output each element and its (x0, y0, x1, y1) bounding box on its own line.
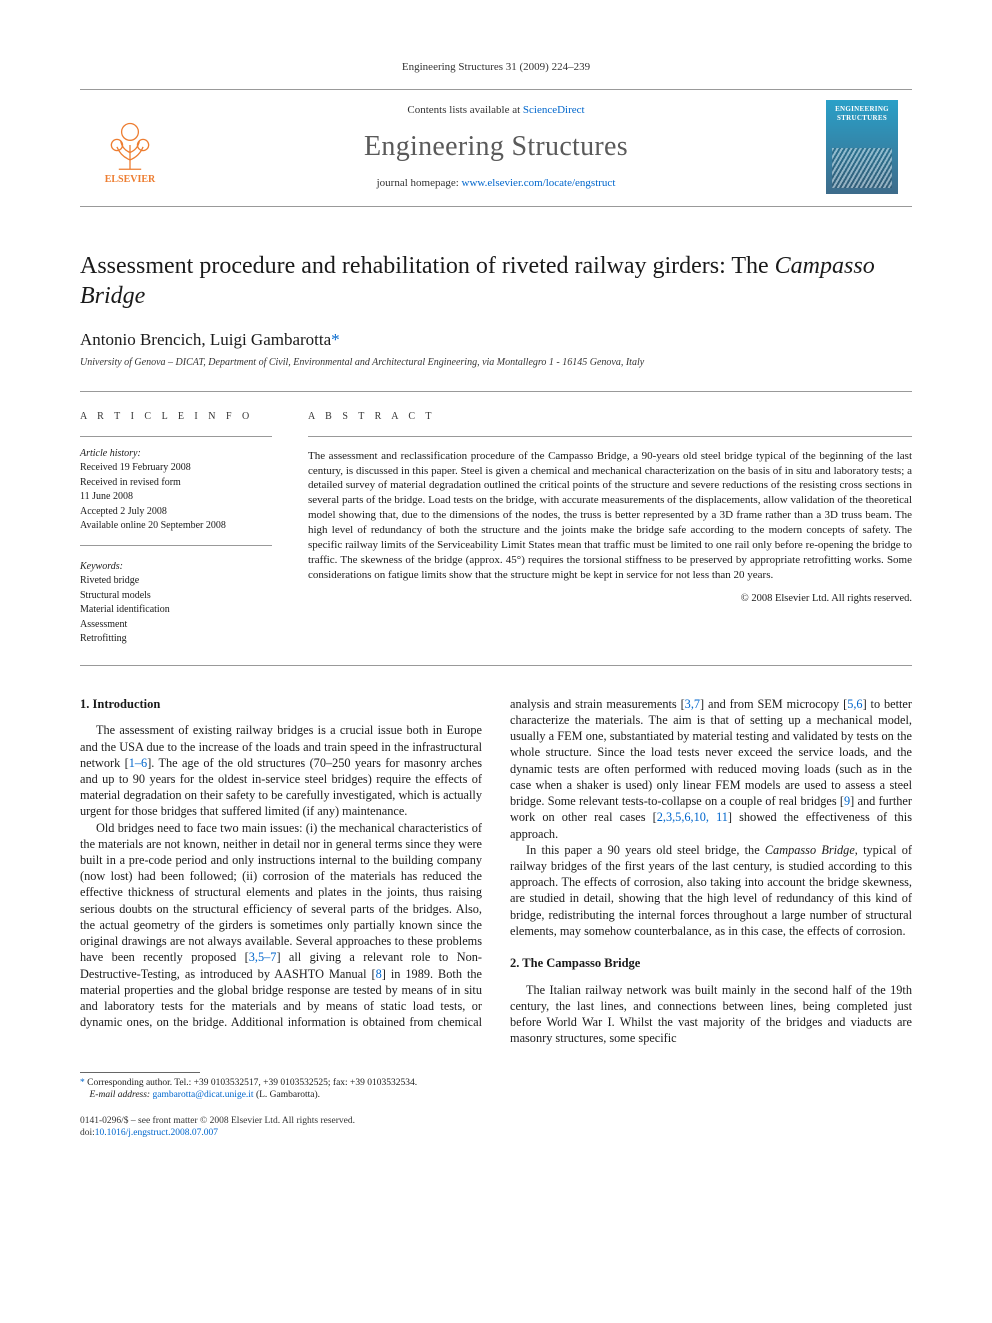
body-text-italic: Campasso Bridge (765, 843, 855, 857)
article-info-heading: A R T I C L E I N F O (80, 410, 272, 424)
footnote-text: Corresponding author. Tel.: +39 01035325… (85, 1078, 417, 1088)
footnotes: * Corresponding author. Tel.: +39 010353… (80, 1072, 912, 1102)
abstract-text: The assessment and reclassification proc… (308, 449, 912, 583)
abstract-heading: A B S T R A C T (308, 410, 912, 424)
body-paragraph: The assessment of existing railway bridg… (80, 722, 482, 819)
article-info-left: A R T I C L E I N F O Article history: R… (80, 410, 272, 647)
abstract-copyright: © 2008 Elsevier Ltd. All rights reserved… (308, 592, 912, 606)
masthead: ELSEVIER Contents lists available at Sci… (80, 89, 912, 207)
article-history-list: Received 19 February 2008 Received in re… (80, 461, 272, 533)
body-paragraph: The Italian railway network was built ma… (510, 982, 912, 1047)
homepage-prefix: journal homepage: (377, 177, 462, 189)
footnote-corresponding: * Corresponding author. Tel.: +39 010353… (80, 1078, 912, 1090)
keyword-item: Structural models (80, 589, 272, 603)
author-sep: , (201, 330, 210, 349)
corresponding-mark-link[interactable]: * (331, 330, 340, 349)
doi-link[interactable]: 10.1016/j.engstruct.2008.07.007 (95, 1128, 218, 1138)
page-footer: 0141-0296/$ – see front matter © 2008 El… (80, 1116, 912, 1140)
body-columns: 1. Introduction The assessment of existi… (80, 696, 912, 1047)
citation-link[interactable]: 3,5–7 (249, 950, 277, 964)
article-info-row: A R T I C L E I N F O Article history: R… (80, 391, 912, 666)
body-paragraph: In this paper a 90 years old steel bridg… (510, 842, 912, 939)
author-list: Antonio Brencich, Luigi Gambarotta* (80, 329, 912, 352)
cover-title: ENGINEERING STRUCTURES (829, 105, 895, 124)
elsevier-tree-icon (102, 117, 158, 173)
body-text: ] and from SEM microcopy [ (700, 697, 847, 711)
sciencedirect-link[interactable]: ScienceDirect (523, 104, 585, 116)
keywords-label: Keywords: (80, 560, 272, 574)
journal-homepage-link[interactable]: www.elsevier.com/locate/engstruct (462, 177, 616, 189)
abstract-block: A B S T R A C T The assessment and recla… (308, 410, 912, 647)
citation-link[interactable]: 1–6 (129, 756, 147, 770)
keywords-list: Riveted bridge Structural models Materia… (80, 574, 272, 646)
info-rule (80, 436, 272, 437)
contents-list-line: Contents lists available at ScienceDirec… (184, 103, 808, 118)
footer-doi: doi:10.1016/j.engstruct.2008.07.007 (80, 1128, 912, 1140)
footnote-email: E-mail address: gambarotta@dicat.unige.i… (80, 1090, 912, 1102)
journal-homepage-line: journal homepage: www.elsevier.com/locat… (184, 176, 808, 191)
history-item: Received in revised form (80, 476, 272, 490)
journal-reference: Engineering Structures 31 (2009) 224–239 (80, 60, 912, 75)
body-text: In this paper a 90 years old steel bridg… (526, 843, 765, 857)
author-1: Antonio Brencich (80, 330, 201, 349)
body-text: The Italian railway network was built ma… (510, 983, 912, 1046)
article-history-label: Article history: (80, 447, 272, 461)
keyword-item: Retrofitting (80, 632, 272, 646)
publisher-name: ELSEVIER (105, 173, 156, 187)
section-heading-2: 2. The Campasso Bridge (510, 955, 912, 972)
body-text: , typical of railway bridges of the firs… (510, 843, 912, 938)
section-heading-1: 1. Introduction (80, 696, 482, 713)
journal-cover-thumbnail: ENGINEERING STRUCTURES (826, 100, 898, 194)
publisher-logo: ELSEVIER (94, 107, 166, 187)
article-title-plain: Assessment procedure and rehabilitation … (80, 253, 775, 279)
footer-copyright: 0141-0296/$ – see front matter © 2008 El… (80, 1116, 912, 1128)
citation-link[interactable]: 5,6 (847, 697, 862, 711)
history-item: Available online 20 September 2008 (80, 519, 272, 533)
history-item: Accepted 2 July 2008 (80, 505, 272, 519)
keyword-item: Assessment (80, 618, 272, 632)
citation-link[interactable]: 2,3,5,6,10, 11 (657, 810, 728, 824)
email-label: E-mail address: (90, 1090, 153, 1100)
cover-art-icon (832, 148, 892, 188)
journal-title: Engineering Structures (184, 128, 808, 166)
author-2: Luigi Gambarotta (210, 330, 331, 349)
body-text: Old bridges need to face two main issues… (80, 821, 482, 965)
abstract-rule (308, 436, 912, 437)
keyword-item: Riveted bridge (80, 574, 272, 588)
citation-link[interactable]: 3,7 (685, 697, 700, 711)
footnote-rule (80, 1072, 200, 1073)
body-text: ] to better characterize the materials. … (510, 697, 912, 808)
history-item: 11 June 2008 (80, 490, 272, 504)
keyword-item: Material identification (80, 603, 272, 617)
affiliation: University of Genova – DICAT, Department… (80, 356, 912, 370)
email-link[interactable]: gambarotta@dicat.unige.it (152, 1090, 253, 1100)
email-post: (L. Gambarotta). (254, 1090, 320, 1100)
article-title: Assessment procedure and rehabilitation … (80, 251, 912, 311)
info-rule (80, 545, 272, 546)
history-item: Received 19 February 2008 (80, 461, 272, 475)
contents-list-prefix: Contents lists available at (407, 104, 522, 116)
doi-label: doi: (80, 1128, 95, 1138)
